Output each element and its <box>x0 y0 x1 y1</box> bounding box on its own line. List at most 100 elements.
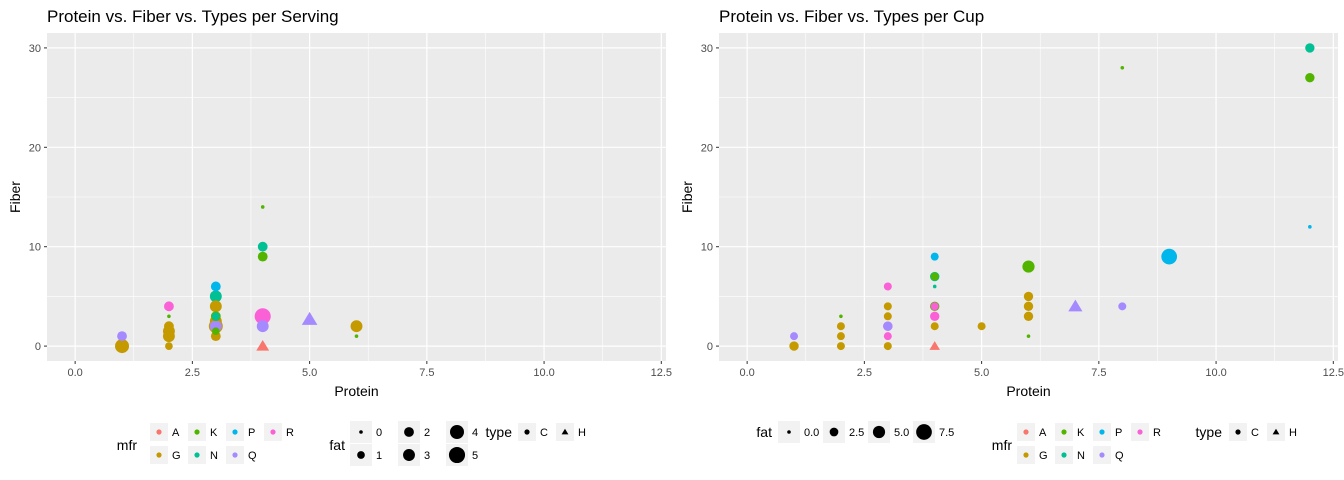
legend-fat: fat 0.0 2.5 5.0 7.5 <box>756 421 954 443</box>
legend-title: type <box>486 424 513 440</box>
legend-label: H <box>1289 427 1297 439</box>
data-point <box>165 342 173 350</box>
legend-swatch <box>1137 429 1143 435</box>
legend-swatch <box>156 452 162 458</box>
data-point <box>836 342 845 351</box>
legend-swatch <box>232 452 238 458</box>
data-point <box>211 312 220 321</box>
data-point <box>1305 73 1315 83</box>
data-points <box>789 43 1315 351</box>
x-axis-title: Protein <box>334 383 378 399</box>
legend-size-swatch <box>829 427 839 437</box>
data-point <box>350 320 363 333</box>
data-point <box>164 301 174 312</box>
legend-label: 0.0 <box>804 427 819 439</box>
data-point <box>883 342 892 351</box>
x-tick-label: 5.0 <box>302 367 317 379</box>
data-point <box>260 205 265 209</box>
x-tick-label: 12.5 <box>1323 367 1344 379</box>
legend-swatch <box>1099 429 1105 435</box>
y-tick-label: 20 <box>701 142 713 154</box>
legend-label: A <box>1039 427 1047 439</box>
legend-mfr: mfr AG KN PQ R <box>992 423 1161 464</box>
legend-size-swatch <box>787 430 791 434</box>
legend-label: 5.0 <box>894 427 909 439</box>
legend-size-swatch <box>357 451 365 459</box>
data-point <box>209 300 222 313</box>
legend-label: K <box>1077 427 1085 439</box>
legend-size-swatch <box>403 449 415 461</box>
legend-label: Q <box>1115 450 1124 462</box>
y-tick-label: 30 <box>701 43 713 55</box>
data-point <box>167 314 171 319</box>
legend-swatch <box>194 452 200 458</box>
legend-label: P <box>1115 427 1122 439</box>
data-point <box>932 284 937 289</box>
legend-label: G <box>1039 450 1048 462</box>
legend-label: 3 <box>424 450 430 462</box>
legend-fat: fat 0 1 2 3 4 5 <box>329 421 478 466</box>
legend-swatch <box>1099 452 1105 458</box>
legend-mfr: mfr AG KN PQ R <box>117 423 294 464</box>
data-point <box>883 321 893 331</box>
legend-label: 7.5 <box>939 427 954 439</box>
legend-label: 5 <box>472 450 478 462</box>
data-point-triangle <box>1068 299 1083 312</box>
data-point <box>790 332 799 341</box>
data-point <box>211 327 220 336</box>
legend-label: C <box>540 427 548 439</box>
legend-size-swatch <box>450 425 464 439</box>
data-point-triangle <box>301 311 318 325</box>
chart-panel-per-serving: Protein vs. Fiber vs. Types per Serving 0… <box>7 7 672 466</box>
legend-swatch <box>1023 452 1029 458</box>
x-tick-label: 10.0 <box>533 367 554 379</box>
data-point <box>836 332 845 341</box>
legend-title: mfr <box>992 437 1013 453</box>
data-point <box>210 281 221 292</box>
chart-title: Protein vs. Fiber vs. Types per Serving <box>47 7 339 26</box>
data-point <box>930 302 939 311</box>
x-tick-label: 10.0 <box>1205 367 1226 379</box>
legend-size-swatch <box>359 430 363 434</box>
legend-label: 4 <box>472 427 478 439</box>
data-points <box>115 205 363 354</box>
legend-size-swatch <box>448 446 466 464</box>
chart-panel-per-cup: Protein vs. Fiber vs. Types per Cup 0.0 2.… <box>672 0 1344 480</box>
x-tick-label: 2.5 <box>185 367 200 379</box>
y-tick-label: 0 <box>707 341 713 353</box>
legend-shape-swatch <box>561 428 569 435</box>
legend-label: Q <box>248 450 257 462</box>
data-point <box>1118 302 1127 311</box>
data-point <box>839 314 843 319</box>
legend-label: N <box>1077 450 1085 462</box>
gridlines <box>719 33 1338 361</box>
legend-label: G <box>172 450 181 462</box>
data-point <box>883 282 892 291</box>
legend-type: type C H <box>1196 423 1297 441</box>
data-point <box>930 322 939 331</box>
data-point <box>1120 65 1125 70</box>
legend-label: C <box>1251 427 1259 439</box>
legend-label: 2.5 <box>849 427 864 439</box>
y-tick-label: 10 <box>701 242 713 254</box>
data-point <box>930 252 939 261</box>
legend-label: H <box>578 427 586 439</box>
data-point <box>257 251 268 262</box>
legend-label: P <box>248 427 255 439</box>
legend-label: 2 <box>424 427 430 439</box>
legend-label: R <box>1153 427 1161 439</box>
legend-swatch <box>194 429 200 435</box>
data-point <box>930 272 939 281</box>
x-tick-label: 2.5 <box>857 367 872 379</box>
data-point <box>354 334 359 338</box>
legend-title: fat <box>329 437 345 453</box>
legend-label: 1 <box>376 450 382 462</box>
data-point <box>164 321 174 332</box>
data-point <box>1305 43 1315 53</box>
x-tick-label: 0.0 <box>739 367 754 379</box>
y-tick-label: 10 <box>29 242 41 254</box>
data-point <box>883 332 892 341</box>
chart-per-cup: Protein vs. Fiber vs. Types per Cup 0.0 2.… <box>679 7 1344 464</box>
legend-title: fat <box>756 424 772 440</box>
legend-swatch <box>270 429 276 435</box>
